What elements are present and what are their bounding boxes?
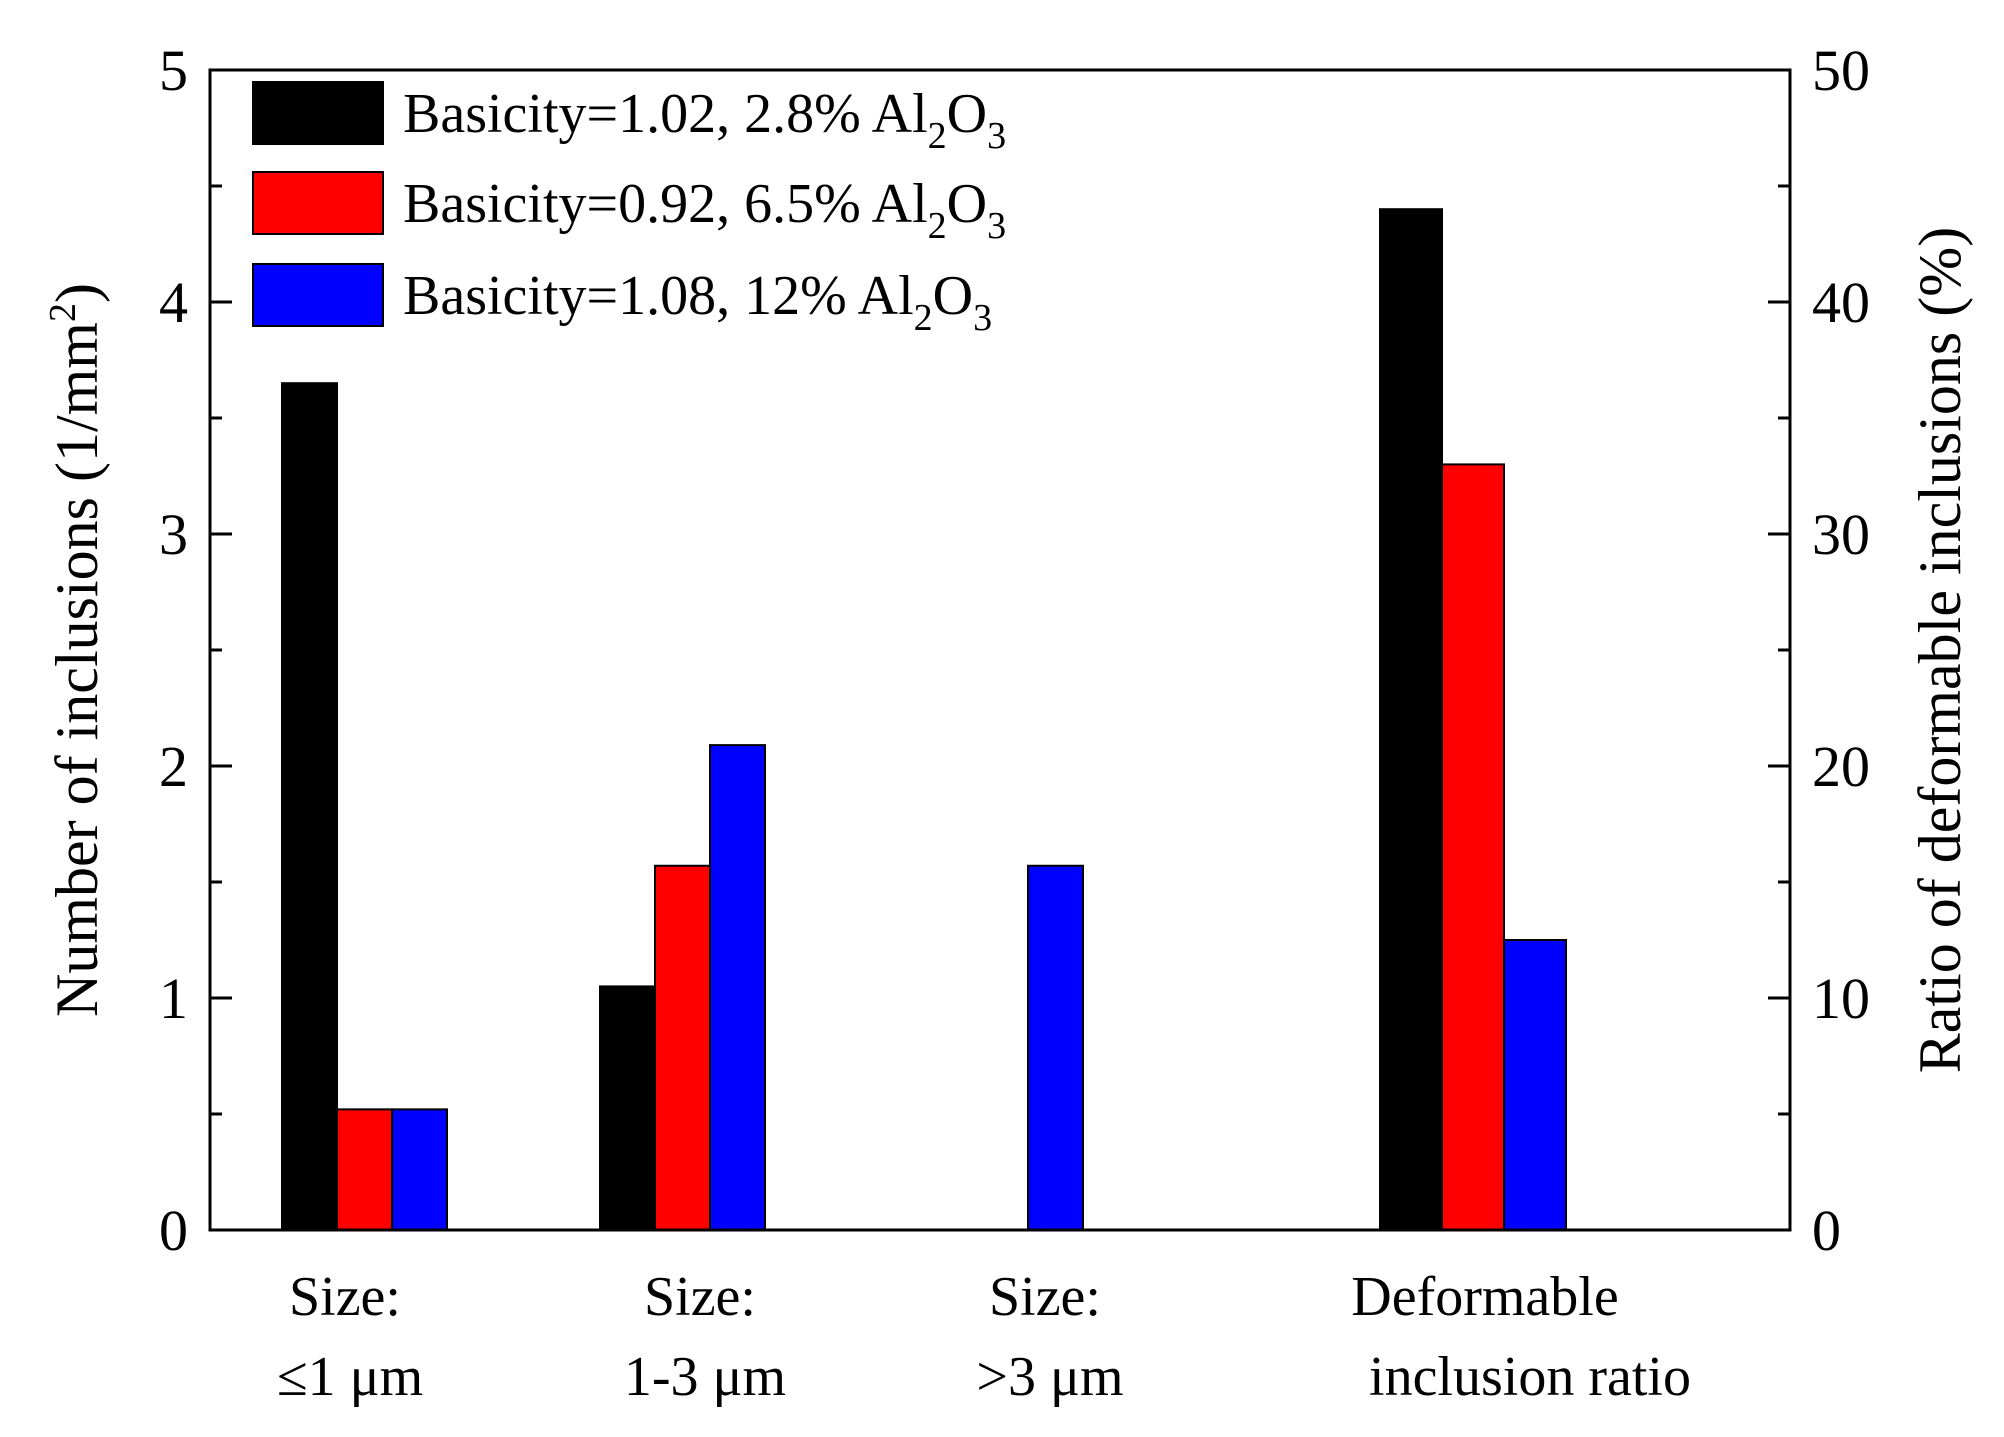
right-tick-label: 10 [1812,966,1870,1031]
bars-group [281,208,1567,1232]
bar-1-cat-2 [599,985,656,1232]
bar-3-cat-3 [1027,864,1084,1231]
right-axis: 0 10 20 30 40 50 [1768,38,1870,1263]
category-label-line2: ≤1 μm [277,1346,423,1408]
legend-swatch [252,263,384,327]
legend: Basicity=1.02, 2.8% Al2O3 Basicity=0.92, … [252,81,1006,339]
right-axis-title: Ratio of deformable inclusions (%) [1907,227,1973,1073]
category-label-line1: Size: [989,1266,1101,1328]
left-tick-label: 5 [159,38,188,103]
category-label-line2: 1-3 μm [624,1346,786,1408]
left-tick-label: 1 [159,966,188,1031]
legend-label: Basicity=0.92, 6.5% Al2O3 [403,173,1006,247]
category-label-line2: >3 μm [976,1346,1123,1408]
legend-swatch [252,171,384,235]
left-tick-label: 3 [159,502,188,567]
right-tick-label: 20 [1812,734,1870,799]
right-tick-label: 0 [1812,1198,1841,1263]
left-tick-label: 4 [159,270,188,335]
bar-1-cat-4 [1379,208,1443,1231]
bar-2-cat-1 [336,1108,393,1231]
left-axis: 0 1 2 3 4 5 [159,38,232,1263]
right-tick-label: 30 [1812,502,1870,567]
category-label-line1: Size: [644,1266,756,1328]
category-labels: Size: ≤1 μm Size: 1-3 μm Size: >3 μm Deformabl… [277,1266,1691,1408]
legend-swatch [252,81,384,145]
category-label-line2: inclusion ratio [1369,1346,1691,1408]
legend-label: Basicity=1.02, 2.8% Al2O3 [403,83,1006,157]
legend-label: Basicity=1.08, 12% Al2O3 [403,265,992,339]
left-axis-title: Number of inclusions (1/mm2) [42,283,110,1017]
category-label-line1: Size: [289,1266,401,1328]
bar-2-cat-4 [1441,463,1505,1231]
bar-2-cat-2 [654,864,711,1231]
left-tick-label: 2 [159,734,188,799]
bar-3-cat-4 [1503,939,1567,1231]
right-tick-label: 50 [1812,38,1870,103]
bar-3-cat-1 [391,1108,448,1231]
bar-3-cat-2 [709,744,766,1231]
bar-1-cat-1 [281,382,338,1231]
category-label-line1: Deformable [1351,1266,1618,1328]
right-tick-label: 40 [1812,270,1870,335]
left-tick-label: 0 [159,1198,188,1263]
